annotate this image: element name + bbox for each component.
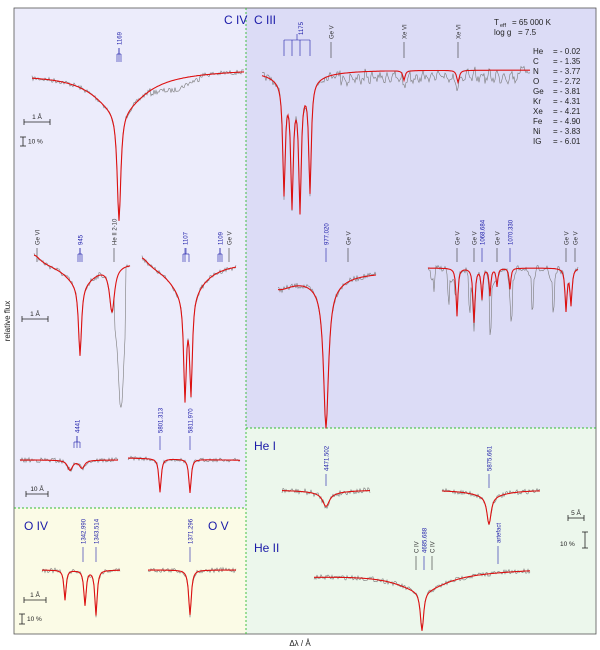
sb-civ-1b-label: 1 Å <box>30 309 40 318</box>
panel-backgrounds <box>13 7 597 635</box>
id-gev-c-label: Ge V <box>496 231 502 245</box>
title-oiv: O IV <box>24 519 48 533</box>
abund-val-IG: = - 6.01 <box>553 137 581 146</box>
figure-frame <box>13 7 597 635</box>
id-gev-a-label: Ge V <box>456 231 462 245</box>
abund-el-C: C <box>533 57 539 66</box>
id-gev-e-label: Ge V <box>574 231 580 245</box>
id-heii-2-10-label: He II 2-10 <box>113 218 119 245</box>
id-1107-label: 1107 <box>184 231 190 245</box>
id-4471-label: 4471.502 <box>325 445 331 471</box>
abund-val-N: = - 3.77 <box>553 67 581 76</box>
id-ciii-gev-label: Ge V <box>330 25 336 39</box>
id-1070-label: 1070.330 <box>509 219 515 245</box>
panel-he <box>246 428 596 634</box>
abund-el-Ge: Ge <box>533 87 544 96</box>
title-hei: He I <box>254 439 276 453</box>
abund-el-Fe: Fe <box>533 117 543 126</box>
id-1109-label: 1109 <box>219 231 225 245</box>
line-identification-marks <box>36 34 576 570</box>
id-4441-label: 4441 <box>76 419 82 433</box>
oiv-1342-model <box>42 569 120 616</box>
id-1343-label: 1343.514 <box>95 518 101 544</box>
sb-o-1a-label: 1 Å <box>30 590 40 599</box>
civ-945-model <box>33 254 131 356</box>
logg-value: = 7.5 <box>518 28 537 37</box>
id-1371-label: 1371.296 <box>189 518 195 544</box>
abund-val-Kr: = - 4.31 <box>553 97 581 106</box>
heii-4686-model <box>314 570 531 631</box>
ylabel: relative flux <box>3 301 12 341</box>
id-civ-b-label: C IV <box>431 541 437 553</box>
abund-el-Kr: Kr <box>533 97 541 106</box>
panel-ciii <box>246 8 596 428</box>
abund-el-He: He <box>533 47 544 56</box>
abund-val-He: = - 0.02 <box>553 47 581 56</box>
teff-sub: eff <box>500 23 506 29</box>
id-gev-b-label: Ge V <box>473 231 479 245</box>
title-civ: C IV <box>224 13 247 27</box>
id-gev-d-label: Ge V <box>565 231 571 245</box>
ov-1371-model <box>148 569 236 616</box>
title-heii: He II <box>254 541 279 555</box>
abund-el-O: O <box>533 77 539 86</box>
civ-5801-model <box>128 457 240 493</box>
abund-val-Ni: = - 3.83 <box>553 127 581 136</box>
id-977-label: 977.020 <box>325 223 331 245</box>
model-spectra <box>20 69 579 631</box>
abund-val-Xe: = - 4.21 <box>553 107 581 116</box>
id-ciii-xevi-2-label: Xe VI <box>457 24 463 39</box>
title-ciii: C III <box>254 13 276 27</box>
sb-civ-10pct-label: 10 % <box>28 139 43 146</box>
teff-value: = 65 000 K <box>512 18 552 27</box>
civ-4441-model <box>20 459 118 472</box>
sb-he-10pct-text: 10 % <box>560 541 575 548</box>
id-5875-label: 5875.661 <box>488 445 494 471</box>
panel-dividers <box>14 8 596 634</box>
civ-1107-model <box>141 257 237 403</box>
hei-5875-model <box>442 490 540 525</box>
id-gevi-label: Ge VI <box>36 229 42 245</box>
abund-el-Ni: Ni <box>533 127 541 136</box>
sb-he-5a-label: 5 Å <box>571 508 581 517</box>
gev-region-model <box>428 267 579 323</box>
id-ciii-xevi-1-label: Xe VI <box>403 24 409 39</box>
scale-bars <box>19 119 588 625</box>
abund-el-Xe: Xe <box>533 107 543 116</box>
civ-1169-model <box>32 71 244 221</box>
teff-label: T <box>494 18 499 27</box>
ciii-1175-model <box>261 69 530 215</box>
id-5811-label: 5811.970 <box>189 408 195 433</box>
sb-civ-10a-label: 10 Å <box>30 484 44 493</box>
title-ov: O V <box>208 519 229 533</box>
id-civ-1169-label: 1169 <box>118 31 124 45</box>
id-945-label: 945 <box>79 234 85 245</box>
panel-civ <box>14 8 246 508</box>
gev-region-observed <box>427 264 579 336</box>
abund-el-N: N <box>533 67 539 76</box>
abund-val-C: = - 1.35 <box>553 57 581 66</box>
abund-val-Ge: = - 3.81 <box>553 87 581 96</box>
sb-o-10pct-label: 10 % <box>27 616 42 623</box>
id-artefact-label: artefact <box>497 523 503 543</box>
xlabel: Δλ / Å <box>289 639 311 648</box>
ciii-977-model <box>277 274 377 429</box>
id-civ-a-label: C IV <box>415 541 421 553</box>
abund-val-Fe: = - 4.90 <box>553 117 581 126</box>
abund-el-IG: IG <box>533 137 541 146</box>
id-ciii-1175-label: 1175 <box>299 21 305 35</box>
id-5801-label: 5801.313 <box>159 407 165 433</box>
text-labels: C IV 1169 1 Å 10 % C III 1175 Ge V Xe VI Xe VI T e… <box>3 13 582 648</box>
id-1068-label: 1068.684 <box>481 219 487 245</box>
id-gev-977-label: Ge V <box>347 231 353 245</box>
id-4685-label: 4685.688 <box>423 527 429 553</box>
id-gev-mid-label: Ge V <box>228 231 234 245</box>
id-1342-label: 1342.990 <box>82 518 88 544</box>
hei-4471-model <box>282 490 370 508</box>
logg-label: log g <box>494 28 511 37</box>
sb-civ-1a-label: 1 Å <box>32 112 42 121</box>
abund-val-O: = - 2.72 <box>553 77 581 86</box>
